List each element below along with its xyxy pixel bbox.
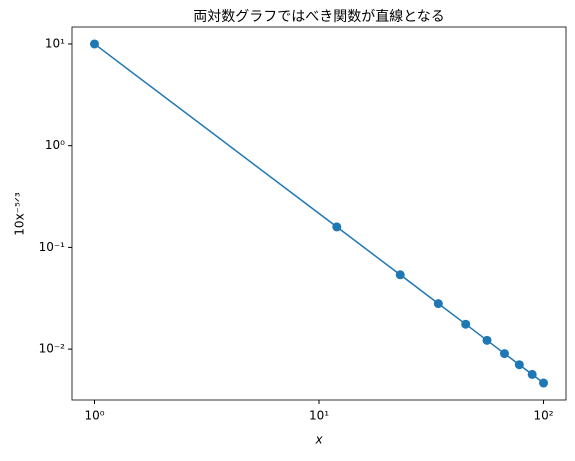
data-point bbox=[482, 335, 492, 345]
chart-title: 両対数グラフではべき関数が直線となる bbox=[193, 8, 445, 25]
y-tick-label: 10⁰ bbox=[45, 138, 65, 152]
data-point bbox=[499, 349, 509, 359]
x-tick-label: 10¹ bbox=[309, 409, 329, 423]
data-line bbox=[94, 43, 544, 384]
y-tick-label: 10⁻² bbox=[39, 342, 66, 356]
data-point bbox=[461, 319, 471, 329]
x-axis-label: x bbox=[314, 433, 323, 447]
y-tick-label: 10¹ bbox=[45, 36, 65, 50]
data-point bbox=[527, 369, 537, 379]
x-tick-label: 10² bbox=[533, 409, 553, 423]
data-point bbox=[539, 378, 549, 388]
x-tick-label: 10⁰ bbox=[84, 409, 104, 423]
y-tick-label: 10⁻¹ bbox=[39, 240, 66, 254]
data-point bbox=[433, 299, 443, 309]
data-point bbox=[89, 39, 99, 49]
data-point bbox=[395, 270, 405, 280]
data-point bbox=[514, 360, 524, 370]
y-axis-label: 10x⁻⁵ᐟ³ bbox=[13, 192, 27, 236]
data-point bbox=[332, 222, 342, 232]
